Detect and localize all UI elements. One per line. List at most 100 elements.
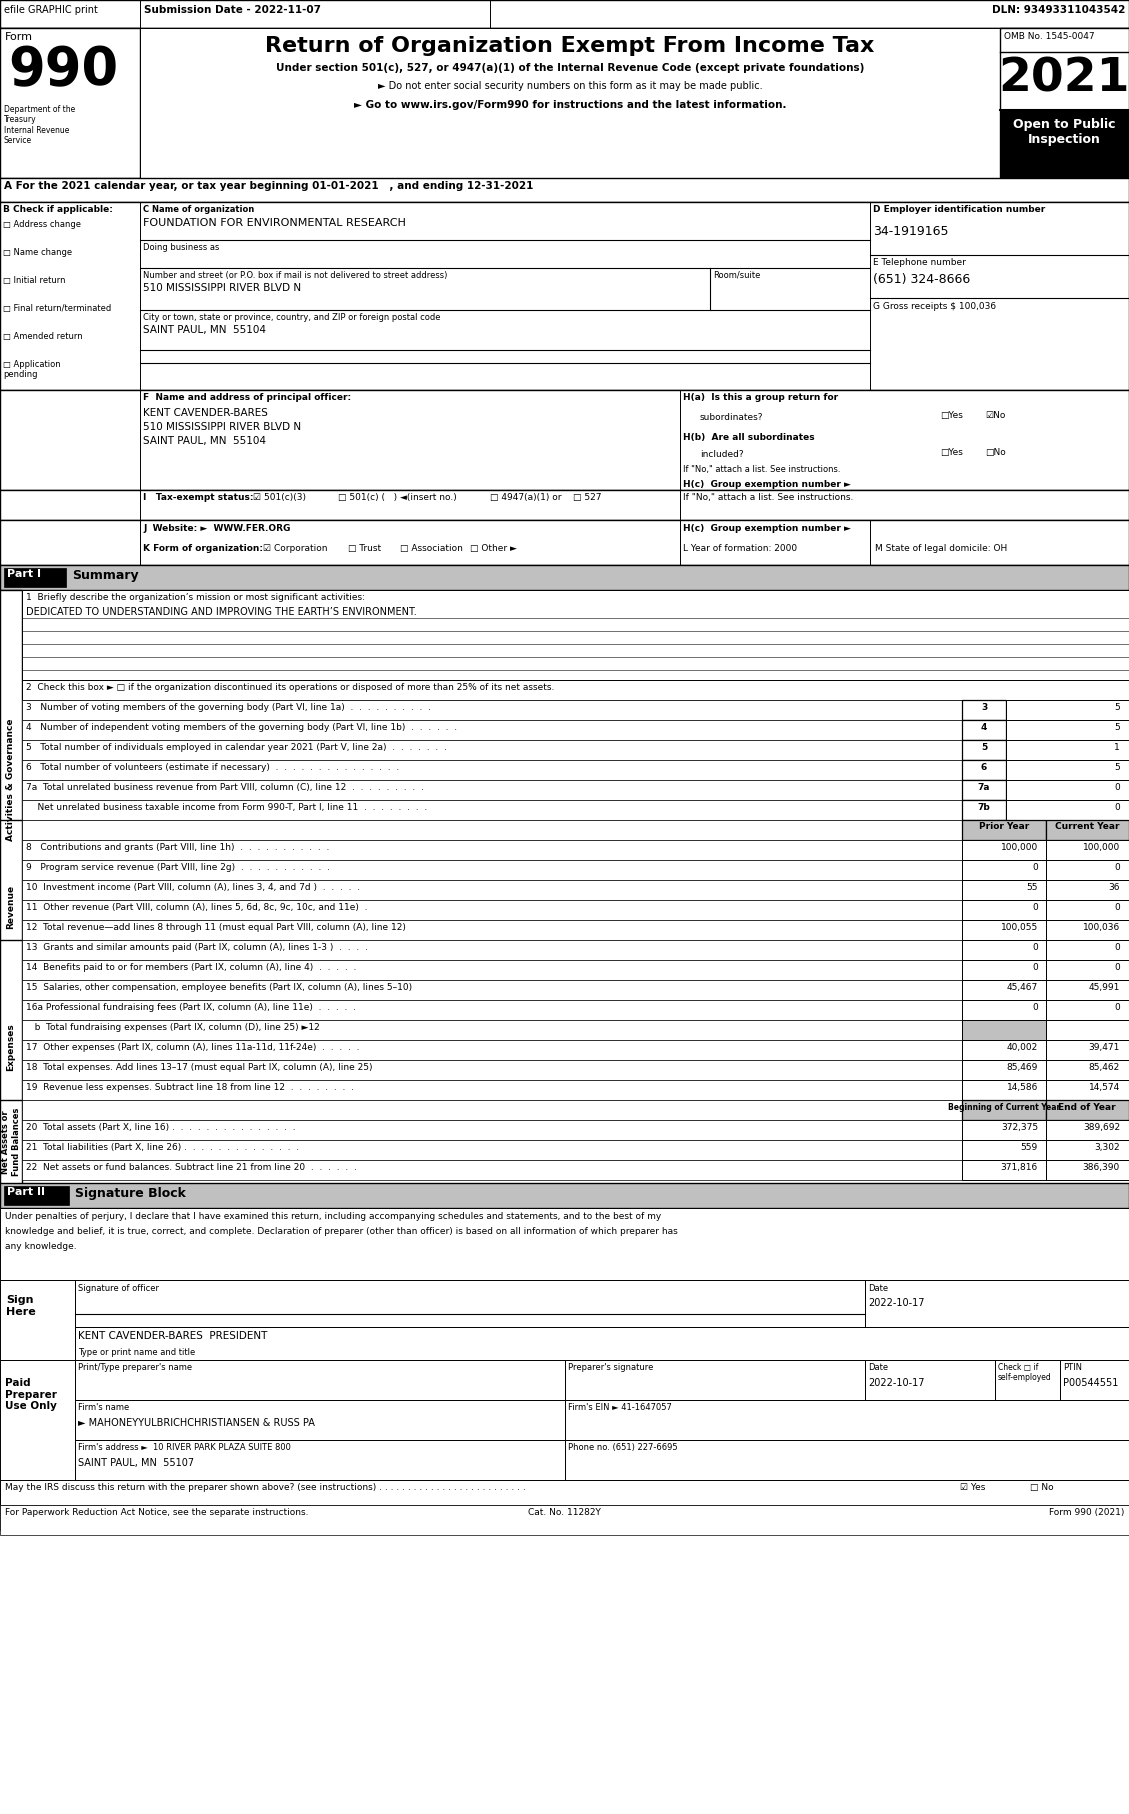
Bar xyxy=(1006,760,1129,780)
Text: G Gross receipts $ 100,036: G Gross receipts $ 100,036 xyxy=(873,301,996,310)
Text: OMB No. 1545-0047: OMB No. 1545-0047 xyxy=(1004,33,1095,42)
Bar xyxy=(21,1139,962,1159)
Bar xyxy=(5,1186,69,1204)
Bar xyxy=(1045,960,1129,980)
Text: □ 501(c) (   ) ◄(insert no.): □ 501(c) ( ) ◄(insert no.) xyxy=(338,493,457,502)
Text: □No: □No xyxy=(984,448,1006,457)
Bar xyxy=(21,780,962,800)
Text: 45,991: 45,991 xyxy=(1088,983,1120,992)
Bar xyxy=(1006,700,1129,720)
Bar xyxy=(962,880,1045,900)
Bar xyxy=(962,740,1006,760)
Bar xyxy=(1045,1019,1129,1039)
Text: 12  Total revenue—add lines 8 through 11 (must equal Part VIII, column (A), line: 12 Total revenue—add lines 8 through 11 … xyxy=(26,923,405,932)
Bar xyxy=(962,1079,1045,1099)
Text: H(b)  Are all subordinates: H(b) Are all subordinates xyxy=(683,434,815,443)
Bar xyxy=(1045,820,1129,840)
Text: PTIN: PTIN xyxy=(1064,1362,1082,1371)
Bar xyxy=(1045,1079,1129,1099)
Bar xyxy=(0,590,21,970)
Text: E Telephone number: E Telephone number xyxy=(873,258,966,267)
Text: □ No: □ No xyxy=(1030,1484,1053,1491)
Text: □ 527: □ 527 xyxy=(574,493,602,502)
Text: Return of Organization Exempt From Income Tax: Return of Organization Exempt From Incom… xyxy=(265,36,875,56)
Bar xyxy=(0,564,1129,590)
Text: May the IRS discuss this return with the preparer shown above? (see instructions: May the IRS discuss this return with the… xyxy=(5,1484,526,1491)
Text: 510 MISSISSIPPI RIVER BLVD N: 510 MISSISSIPPI RIVER BLVD N xyxy=(143,283,301,294)
Text: 5   Total number of individuals employed in calendar year 2021 (Part V, line 2a): 5 Total number of individuals employed i… xyxy=(26,744,447,753)
Text: 5: 5 xyxy=(1114,724,1120,733)
Text: Number and street (or P.O. box if mail is not delivered to street address): Number and street (or P.O. box if mail i… xyxy=(143,270,447,279)
Text: Summary: Summary xyxy=(72,570,139,582)
Bar xyxy=(564,1440,1129,1480)
Text: Revenue: Revenue xyxy=(7,885,16,929)
Bar xyxy=(21,1099,962,1119)
Text: DEDICATED TO UNDERSTANDING AND IMPROVING THE EARTH’S ENVIRONMENT.: DEDICATED TO UNDERSTANDING AND IMPROVING… xyxy=(26,608,417,617)
Bar xyxy=(962,860,1045,880)
Bar xyxy=(0,820,21,996)
Text: Signature Block: Signature Block xyxy=(75,1186,186,1201)
Text: DLN: 93493311043542: DLN: 93493311043542 xyxy=(991,5,1124,15)
Bar xyxy=(0,201,1129,390)
Text: 100,036: 100,036 xyxy=(1083,923,1120,932)
Bar xyxy=(962,1039,1045,1059)
Text: 0: 0 xyxy=(1114,903,1120,912)
Bar xyxy=(21,920,962,940)
Text: Print/Type preparer's name: Print/Type preparer's name xyxy=(78,1362,192,1371)
Text: Firm's EIN ► 41-1647057: Firm's EIN ► 41-1647057 xyxy=(568,1402,672,1411)
Text: Department of the
Treasury
Internal Revenue
Service: Department of the Treasury Internal Reve… xyxy=(5,105,76,145)
Bar xyxy=(1006,720,1129,740)
Bar xyxy=(962,940,1045,960)
Text: Firm's name: Firm's name xyxy=(78,1402,129,1411)
Bar xyxy=(962,980,1045,1000)
Text: Part II: Part II xyxy=(7,1186,45,1197)
Text: 7b: 7b xyxy=(978,804,990,813)
Text: Part I: Part I xyxy=(7,570,41,579)
Bar xyxy=(1045,920,1129,940)
Bar xyxy=(21,820,962,840)
Text: 7a: 7a xyxy=(978,784,990,793)
Text: 389,692: 389,692 xyxy=(1083,1123,1120,1132)
Bar xyxy=(21,1079,962,1099)
Text: SAINT PAUL, MN  55104: SAINT PAUL, MN 55104 xyxy=(143,325,266,336)
Text: 386,390: 386,390 xyxy=(1083,1163,1120,1172)
Text: □ Final return/terminated: □ Final return/terminated xyxy=(3,305,112,314)
Text: End of Year: End of Year xyxy=(1058,1103,1115,1112)
Text: 2022-10-17: 2022-10-17 xyxy=(868,1379,925,1388)
Text: Expenses: Expenses xyxy=(7,1023,16,1070)
Text: Doing business as: Doing business as xyxy=(143,243,219,252)
Text: 14  Benefits paid to or for members (Part IX, column (A), line 4)  .  .  .  .  .: 14 Benefits paid to or for members (Part… xyxy=(26,963,357,972)
Bar xyxy=(564,1400,1129,1440)
Bar xyxy=(21,1059,962,1079)
Text: included?: included? xyxy=(700,450,744,459)
Text: Date: Date xyxy=(868,1362,889,1371)
Bar xyxy=(0,1281,75,1360)
Bar xyxy=(0,1360,75,1529)
Text: L Year of formation: 2000: L Year of formation: 2000 xyxy=(683,544,797,553)
Text: Form 990 (2021): Form 990 (2021) xyxy=(1049,1507,1124,1517)
Text: 15  Salaries, other compensation, employee benefits (Part IX, column (A), lines : 15 Salaries, other compensation, employe… xyxy=(26,983,412,992)
Text: 4: 4 xyxy=(981,724,987,733)
Text: □ 4947(a)(1) or: □ 4947(a)(1) or xyxy=(490,493,561,502)
Bar xyxy=(1000,111,1129,178)
Bar xyxy=(75,1281,865,1328)
Text: 5: 5 xyxy=(981,744,987,753)
Text: 990: 990 xyxy=(8,44,119,96)
Bar xyxy=(1045,1099,1129,1119)
Text: Signature of officer: Signature of officer xyxy=(78,1284,159,1293)
Text: subordinates?: subordinates? xyxy=(700,414,763,423)
Bar xyxy=(21,980,962,1000)
Bar xyxy=(75,1360,564,1400)
Text: Current Year: Current Year xyxy=(1054,822,1119,831)
Text: J  Website: ►  WWW.FER.ORG: J Website: ► WWW.FER.ORG xyxy=(143,524,290,533)
Text: H(c)  Group exemption number ►: H(c) Group exemption number ► xyxy=(683,524,851,533)
Bar xyxy=(962,920,1045,940)
Text: 10  Investment income (Part VIII, column (A), lines 3, 4, and 7d )  .  .  .  .  : 10 Investment income (Part VIII, column … xyxy=(26,883,360,892)
Text: 85,462: 85,462 xyxy=(1088,1063,1120,1072)
Text: For Paperwork Reduction Act Notice, see the separate instructions.: For Paperwork Reduction Act Notice, see … xyxy=(5,1507,308,1517)
Text: ► Do not enter social security numbers on this form as it may be made public.: ► Do not enter social security numbers o… xyxy=(378,82,762,91)
Bar xyxy=(1006,800,1129,820)
Bar xyxy=(962,1119,1045,1139)
Text: 0: 0 xyxy=(1114,804,1120,813)
Text: 2021: 2021 xyxy=(998,56,1129,102)
